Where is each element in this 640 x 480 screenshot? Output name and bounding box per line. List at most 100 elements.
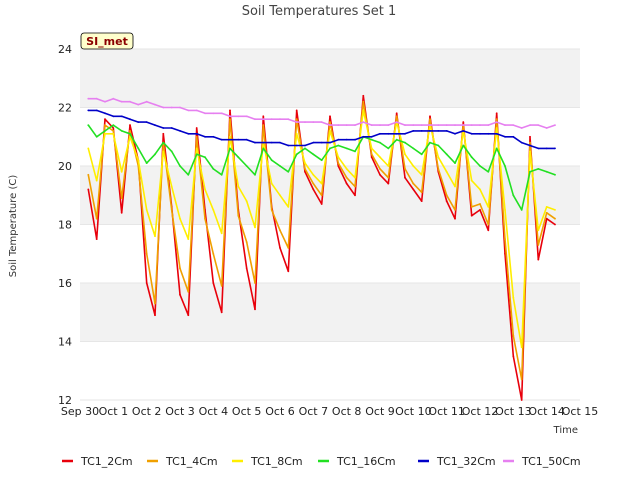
data-point	[195, 153, 198, 156]
data-point	[237, 214, 240, 217]
data-point	[320, 203, 323, 205]
data-point	[87, 97, 90, 100]
data-point	[454, 209, 456, 211]
data-point	[362, 94, 365, 97]
data-point	[279, 118, 281, 121]
data-point	[387, 176, 390, 179]
data-point	[479, 188, 481, 191]
data-point	[162, 132, 165, 135]
data-point	[462, 130, 465, 132]
data-point	[304, 168, 306, 170]
series-TC1_32Cm	[87, 109, 556, 150]
gridlines	[80, 48, 580, 401]
data-point	[529, 150, 531, 153]
data-point	[112, 132, 115, 135]
data-point	[329, 124, 331, 126]
data-point	[387, 182, 390, 185]
data-point	[545, 206, 548, 208]
data-point	[137, 103, 140, 106]
y-tick-label: 18	[58, 219, 72, 232]
data-point	[112, 97, 115, 100]
data-point	[162, 127, 165, 129]
data-point	[204, 112, 206, 115]
y-tick-label: 12	[58, 394, 72, 407]
legend-label: TC1_4Cm	[165, 455, 218, 468]
data-point	[195, 132, 198, 135]
data-point	[170, 106, 173, 109]
x-tick-label: Oct 13	[495, 405, 532, 418]
data-point	[404, 124, 406, 126]
data-point	[370, 135, 373, 138]
data-point	[345, 147, 348, 150]
data-point	[529, 124, 531, 126]
data-point	[229, 135, 231, 138]
series-lines	[87, 94, 556, 401]
data-point	[429, 115, 431, 118]
data-point	[420, 153, 423, 156]
data-point	[437, 130, 440, 132]
data-point	[245, 115, 248, 118]
data-point	[304, 162, 306, 165]
data-point	[529, 144, 531, 147]
data-point	[270, 141, 273, 144]
data-point	[337, 162, 340, 165]
data-point	[295, 109, 298, 112]
data-point	[270, 182, 273, 185]
data-point	[104, 132, 106, 135]
data-point	[545, 217, 548, 220]
data-point	[504, 135, 506, 138]
data-point	[437, 168, 440, 170]
data-point	[462, 121, 465, 123]
data-point	[220, 138, 223, 141]
data-point	[229, 147, 231, 150]
data-point	[537, 258, 540, 261]
data-point	[354, 150, 356, 153]
x-tick-label: Oct 12	[462, 405, 499, 418]
data-point	[520, 378, 523, 381]
data-point	[479, 124, 481, 126]
y-axis-ticks: 12 14 16 18 20 22 24	[58, 43, 72, 407]
data-point	[112, 124, 115, 126]
data-point	[337, 156, 340, 159]
data-point	[254, 173, 256, 176]
data-point	[554, 223, 556, 226]
data-point	[87, 109, 90, 112]
data-point	[220, 232, 223, 235]
data-point	[204, 156, 206, 159]
data-point	[187, 173, 190, 176]
data-point	[329, 130, 331, 132]
data-point	[470, 179, 473, 182]
data-point	[145, 252, 148, 255]
data-point	[320, 121, 323, 123]
data-point	[404, 141, 406, 144]
data-point	[137, 121, 140, 123]
data-point	[295, 153, 298, 156]
data-point	[529, 135, 531, 138]
grid-band	[80, 283, 580, 342]
data-point	[387, 124, 390, 126]
data-point	[379, 141, 381, 144]
legend-label: TC1_16Cm	[336, 455, 396, 468]
x-tick-label: Oct 4	[199, 405, 229, 418]
data-point	[379, 168, 381, 170]
data-point	[187, 238, 190, 241]
data-point	[479, 203, 481, 205]
y-tick-label: 20	[58, 160, 72, 173]
data-point	[312, 141, 315, 144]
data-point	[87, 173, 90, 176]
data-point	[179, 130, 181, 132]
series-TC1_50Cm	[87, 97, 556, 129]
data-point	[370, 147, 373, 150]
data-point	[245, 267, 248, 270]
data-point	[495, 147, 498, 150]
data-point	[287, 144, 290, 147]
data-point	[545, 170, 548, 173]
data-point	[112, 127, 115, 129]
data-point	[262, 141, 265, 144]
data-point	[137, 147, 140, 150]
x-tick-label: Oct 10	[395, 405, 432, 418]
data-point	[170, 150, 173, 153]
data-point	[195, 109, 198, 112]
data-point	[312, 182, 315, 185]
data-point	[170, 127, 173, 129]
